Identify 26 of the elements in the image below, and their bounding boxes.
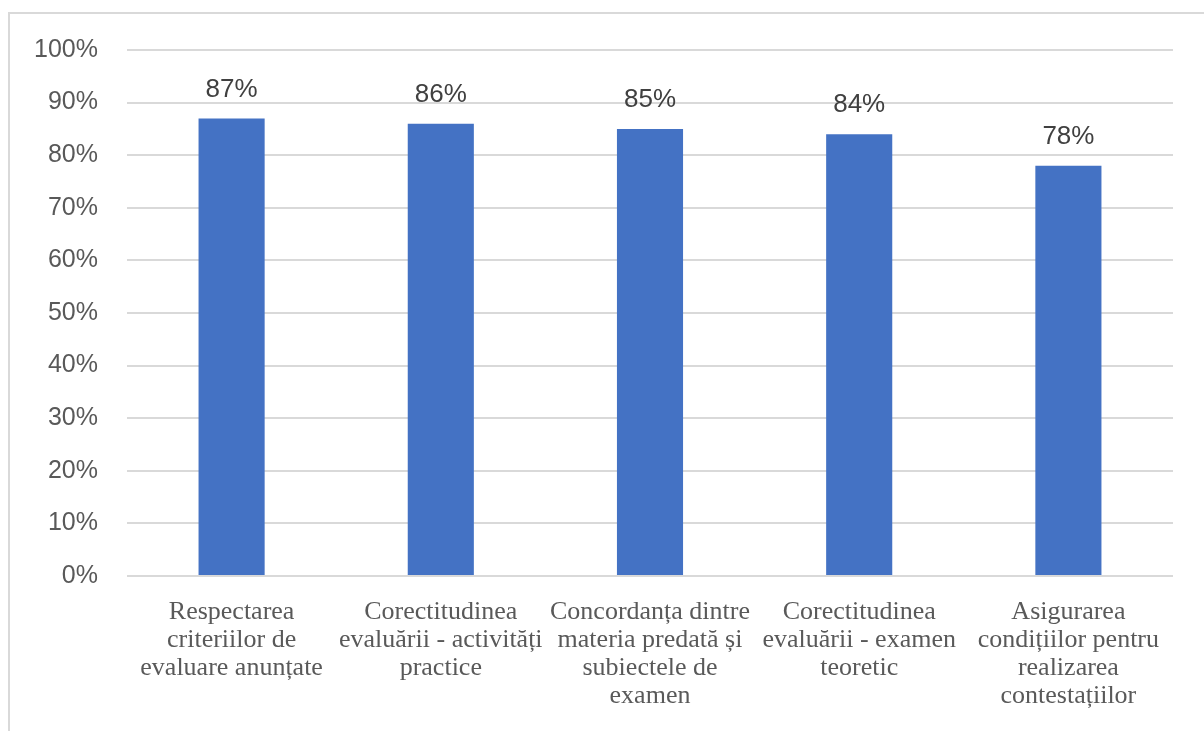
y-tick-label: 50% [47,296,98,325]
y-tick-label: 40% [47,349,98,378]
data-label: 87% [205,72,258,103]
x-tick-label: Corectitudinea evaluării - activități practice [339,595,543,682]
y-tick-label: 100% [34,33,98,62]
bar [198,118,265,575]
x-tick-label: Asigurarea condițiilor pentru realizarea contestațiilor [977,595,1160,710]
y-tick-label: 20% [47,454,98,483]
data-label: 85% [623,83,677,114]
y-tick-label: 10% [47,507,98,536]
y-tick-label: 60% [47,244,98,273]
y-tick-label: 0% [61,559,98,588]
y-tick-label: 70% [47,191,98,220]
bar [826,134,893,575]
bar [616,128,684,575]
data-label: 86% [414,77,467,108]
y-tick-label: 90% [47,86,98,115]
x-tick-label: Concordanța dintre materia predată și subiectele de examen [550,595,750,710]
data-label: 78% [1042,119,1095,150]
bar [407,123,474,575]
bar [1035,165,1102,575]
y-tick-label: 30% [47,402,98,431]
x-tick-label: Corectitudinea evaluării - examen teoretic [762,595,956,682]
y-tick-label: 80% [47,139,98,168]
data-label: 84% [833,88,886,119]
x-tick-label: Respectarea criteriilor de evaluare anunțate [140,595,323,682]
